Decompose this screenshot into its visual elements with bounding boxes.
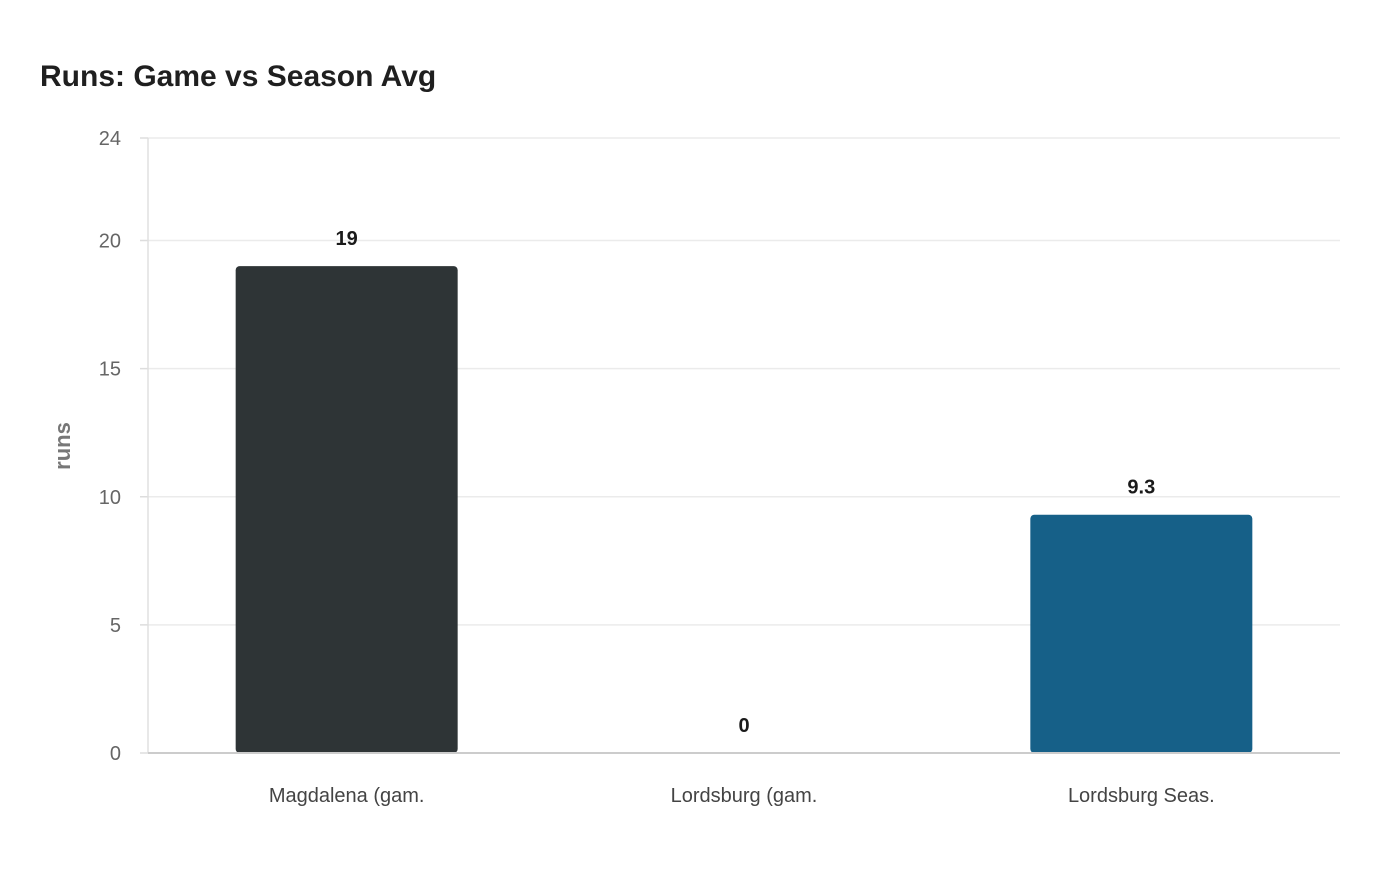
data-label: 9.3 — [1127, 477, 1155, 499]
chart-title: Runs: Game vs Season Avg — [40, 60, 437, 93]
bar — [235, 266, 458, 753]
y-tick-label: 10 — [99, 487, 121, 509]
y-axis-label: runs — [50, 422, 75, 470]
x-tick-label: Magdalena (gam. — [269, 785, 425, 807]
data-label: 19 — [336, 228, 358, 250]
y-tick-label: 20 — [99, 231, 121, 253]
x-tick-label: Lordsburg (gam. — [671, 785, 818, 807]
y-tick-label: 0 — [110, 743, 121, 765]
y-tick-label: 15 — [99, 359, 121, 381]
x-tick-label: Lordsburg Seas. — [1068, 785, 1215, 807]
y-tick-label: 5 — [110, 615, 121, 637]
y-tick-label: 24 — [99, 128, 121, 150]
data-label: 0 — [738, 715, 749, 737]
bar — [1030, 514, 1253, 753]
